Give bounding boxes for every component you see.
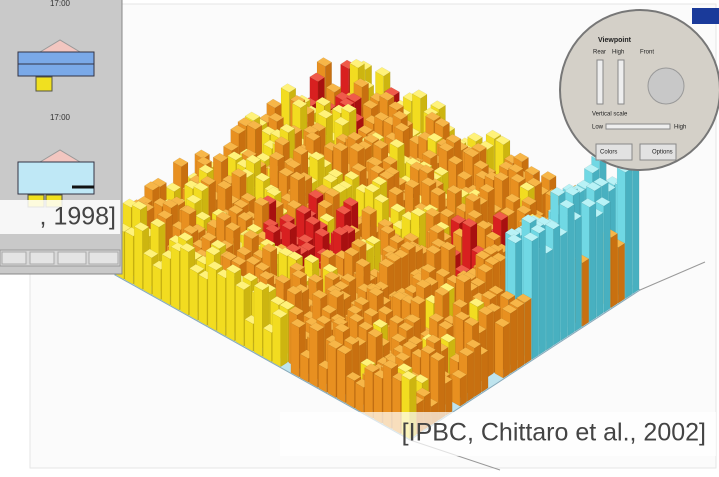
bar-face xyxy=(554,225,561,345)
bar-face xyxy=(162,254,170,305)
slider[interactable] xyxy=(597,60,603,104)
bar-face xyxy=(475,344,482,397)
bar-face xyxy=(604,202,610,313)
bar-face xyxy=(208,266,216,331)
glyph-body xyxy=(18,162,94,194)
bar-face xyxy=(460,375,467,407)
bar-face xyxy=(482,351,488,393)
bar-face xyxy=(503,323,510,378)
bar-face xyxy=(328,344,336,398)
bar-face xyxy=(582,259,589,327)
slide: 17:00 17:00 , 1998] Viewpoint Rear High … xyxy=(0,0,719,472)
bar-face xyxy=(236,285,244,346)
bar-face xyxy=(546,249,552,350)
bar-face xyxy=(575,216,582,331)
bar-face xyxy=(467,352,474,402)
bar-face xyxy=(254,286,262,357)
panel-label: Front xyxy=(640,50,654,56)
button[interactable] xyxy=(58,252,86,264)
slider[interactable] xyxy=(606,124,670,129)
bar-face xyxy=(518,304,525,369)
citation: [IPBC, Chittaro et al., 2002] xyxy=(402,419,706,447)
dial[interactable] xyxy=(648,68,684,104)
button[interactable] xyxy=(2,252,26,264)
bar-face xyxy=(539,229,545,354)
bar-face xyxy=(263,328,271,362)
bar-face xyxy=(245,319,253,351)
bar-face xyxy=(300,354,308,382)
time-label: 17:00 xyxy=(50,0,71,8)
slider[interactable] xyxy=(618,60,624,104)
left-panel: 17:00 17:00 , 1998] xyxy=(0,0,122,274)
button[interactable] xyxy=(89,252,118,264)
bar-face xyxy=(309,327,317,388)
bar-face xyxy=(618,243,625,303)
bar-face xyxy=(291,323,299,377)
bar-face xyxy=(495,323,503,379)
panel-label: Low xyxy=(592,125,604,131)
bar-face xyxy=(365,368,373,419)
bar-face xyxy=(597,213,603,317)
bar-face xyxy=(355,383,363,413)
panel-label: Viewpoint xyxy=(598,37,632,44)
bar-face xyxy=(532,237,539,359)
bar-face xyxy=(337,350,345,403)
panel-label: Vertical scale xyxy=(592,112,628,118)
bar-face xyxy=(510,309,517,373)
bar-face xyxy=(272,313,280,367)
button-label: Colors xyxy=(600,150,617,156)
bar-face xyxy=(319,365,327,393)
bar-face xyxy=(125,232,133,285)
bar-face xyxy=(346,376,354,408)
bar-face xyxy=(134,227,142,290)
panel-label: High xyxy=(674,125,686,131)
bar-face xyxy=(525,298,532,364)
time-label: 17:00 xyxy=(50,113,71,122)
bar-face xyxy=(590,203,597,322)
bar-face xyxy=(199,275,207,326)
bar-face xyxy=(561,232,568,341)
bar-face xyxy=(625,168,632,298)
button[interactable] xyxy=(30,252,54,264)
bar-face xyxy=(568,204,575,336)
bar-face xyxy=(143,253,151,294)
citation: , 1998] xyxy=(40,203,116,231)
bar-face xyxy=(171,247,179,310)
control-panel: Viewpoint Rear High Front Vertical scale… xyxy=(560,8,719,170)
bar-face xyxy=(611,234,618,308)
bar-face xyxy=(446,379,453,415)
glyph-foot xyxy=(36,77,52,91)
bar-face xyxy=(190,268,198,320)
bar-face xyxy=(439,357,446,421)
bar-face xyxy=(633,162,640,294)
button-label: Options xyxy=(652,150,673,156)
panel-label: High xyxy=(612,50,624,56)
bar-face xyxy=(226,269,234,341)
bar-face xyxy=(281,314,288,367)
page: 17:00 17:00 , 1998] Viewpoint Rear High … xyxy=(0,0,719,472)
title-bar xyxy=(692,8,719,24)
bar-face xyxy=(217,273,225,336)
bar-face xyxy=(153,265,161,300)
bar-face xyxy=(452,374,460,406)
bar-face xyxy=(180,247,188,315)
panel-label: Rear xyxy=(593,50,606,56)
